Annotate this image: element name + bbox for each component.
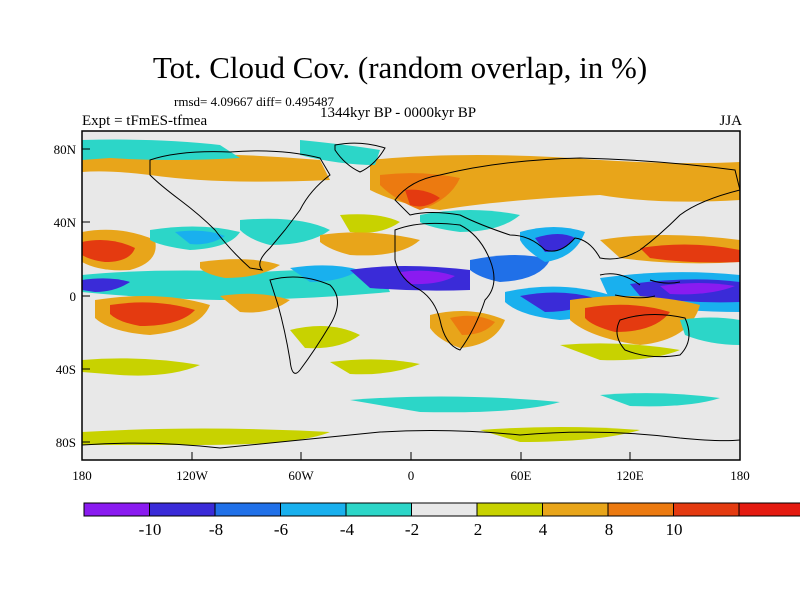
anomaly-region bbox=[82, 153, 330, 182]
anomaly-region bbox=[680, 317, 740, 345]
colorbar-box bbox=[83, 502, 150, 517]
anomaly-region bbox=[290, 326, 360, 349]
anomaly-region bbox=[400, 270, 455, 285]
colorbar-label: -2 bbox=[405, 520, 419, 539]
coastline-south-america bbox=[269, 276, 338, 374]
anomaly-region bbox=[175, 230, 225, 245]
colorbar-label: 4 bbox=[539, 520, 548, 539]
lon-tick-label: 60E bbox=[511, 468, 532, 483]
anomaly-region bbox=[470, 255, 550, 282]
lon-tick-label: 120W bbox=[176, 468, 209, 483]
anomaly-region bbox=[600, 393, 720, 407]
anomaly-region bbox=[82, 428, 330, 445]
lat-tick-label: 40S bbox=[56, 362, 76, 377]
colorbar-label: 2 bbox=[474, 520, 483, 539]
anomaly-region bbox=[240, 218, 330, 245]
map-title: Tot. Cloud Cov. (random overlap, in %) bbox=[152, 50, 648, 85]
anomaly-region bbox=[220, 293, 290, 313]
colorbar-label: -6 bbox=[274, 520, 288, 539]
lat-labels: 80N 40N 0 40S 80S bbox=[54, 142, 77, 450]
anomaly-region bbox=[585, 304, 670, 332]
coastline-greenland bbox=[334, 142, 386, 173]
colorbar-box bbox=[542, 502, 609, 517]
anomaly-region bbox=[340, 214, 400, 233]
anomaly-region bbox=[82, 139, 240, 160]
colorbar-box bbox=[345, 502, 412, 517]
anomaly-region bbox=[640, 244, 740, 263]
coastline-indonesia bbox=[599, 273, 681, 299]
lat-tick-label: 0 bbox=[70, 289, 77, 304]
anomaly-region bbox=[82, 358, 200, 376]
coastline-north-america bbox=[149, 150, 331, 271]
lat-tick-label: 40N bbox=[54, 215, 77, 230]
anomaly-region bbox=[370, 155, 740, 210]
colorbar-box bbox=[476, 502, 543, 517]
colorbar-label: 10 bbox=[666, 520, 683, 539]
anomaly-region bbox=[82, 278, 130, 292]
coastline-eurasia bbox=[394, 157, 740, 260]
colorbar-box bbox=[280, 502, 347, 517]
season-label: JJA bbox=[719, 113, 742, 129]
colorbar-label: -4 bbox=[340, 520, 355, 539]
lat-tick-label: 80S bbox=[56, 435, 76, 450]
anomaly-region bbox=[110, 302, 195, 326]
anomaly-region bbox=[450, 315, 495, 335]
colorbar-box bbox=[607, 502, 674, 517]
lon-tick-label: 120E bbox=[616, 468, 644, 483]
lon-tick-label: 180 bbox=[730, 468, 750, 483]
map-panel bbox=[81, 130, 741, 461]
anomaly-region bbox=[420, 210, 520, 232]
anomaly-region bbox=[480, 427, 640, 442]
colorbar-box bbox=[673, 502, 740, 517]
colorbar-box bbox=[149, 502, 216, 517]
lon-tick-label: 180 bbox=[72, 468, 92, 483]
period-label: 1344kyr BP - 0000kyr BP bbox=[320, 105, 477, 121]
lon-tick-label: 0 bbox=[408, 468, 415, 483]
stats-label: rmsd= 4.09667 diff= 0.495487 bbox=[174, 94, 334, 109]
lon-tick-label: 60W bbox=[288, 468, 314, 483]
colorbar-label: -8 bbox=[209, 520, 223, 539]
colorbar-label: -10 bbox=[139, 520, 162, 539]
coastlines bbox=[82, 142, 740, 449]
cloud-anomaly-fill bbox=[82, 139, 740, 445]
coastline-australia bbox=[616, 313, 690, 358]
colorbar-label: 8 bbox=[605, 520, 614, 539]
colorbar: -10 -8 -6 -4 -2 2 4 8 10 bbox=[83, 502, 800, 539]
experiment-label: Expt = tFmES-tfmea bbox=[82, 113, 208, 129]
anomaly-region bbox=[350, 396, 560, 413]
anomaly-region bbox=[405, 189, 440, 207]
coastline-africa bbox=[394, 222, 495, 351]
anomaly-region bbox=[660, 283, 735, 295]
axis-ticks bbox=[81, 148, 741, 460]
coastline-antarctica bbox=[82, 430, 740, 449]
anomaly-region bbox=[535, 234, 575, 252]
lon-labels: 180 120W 60W 0 60E 120E 180 bbox=[72, 468, 750, 483]
colorbar-box bbox=[214, 502, 281, 517]
colorbar-box bbox=[411, 502, 478, 517]
lat-tick-label: 80N bbox=[54, 142, 77, 157]
anomaly-region bbox=[330, 359, 420, 375]
anomaly-region bbox=[82, 240, 135, 262]
colorbar-box bbox=[738, 502, 800, 517]
